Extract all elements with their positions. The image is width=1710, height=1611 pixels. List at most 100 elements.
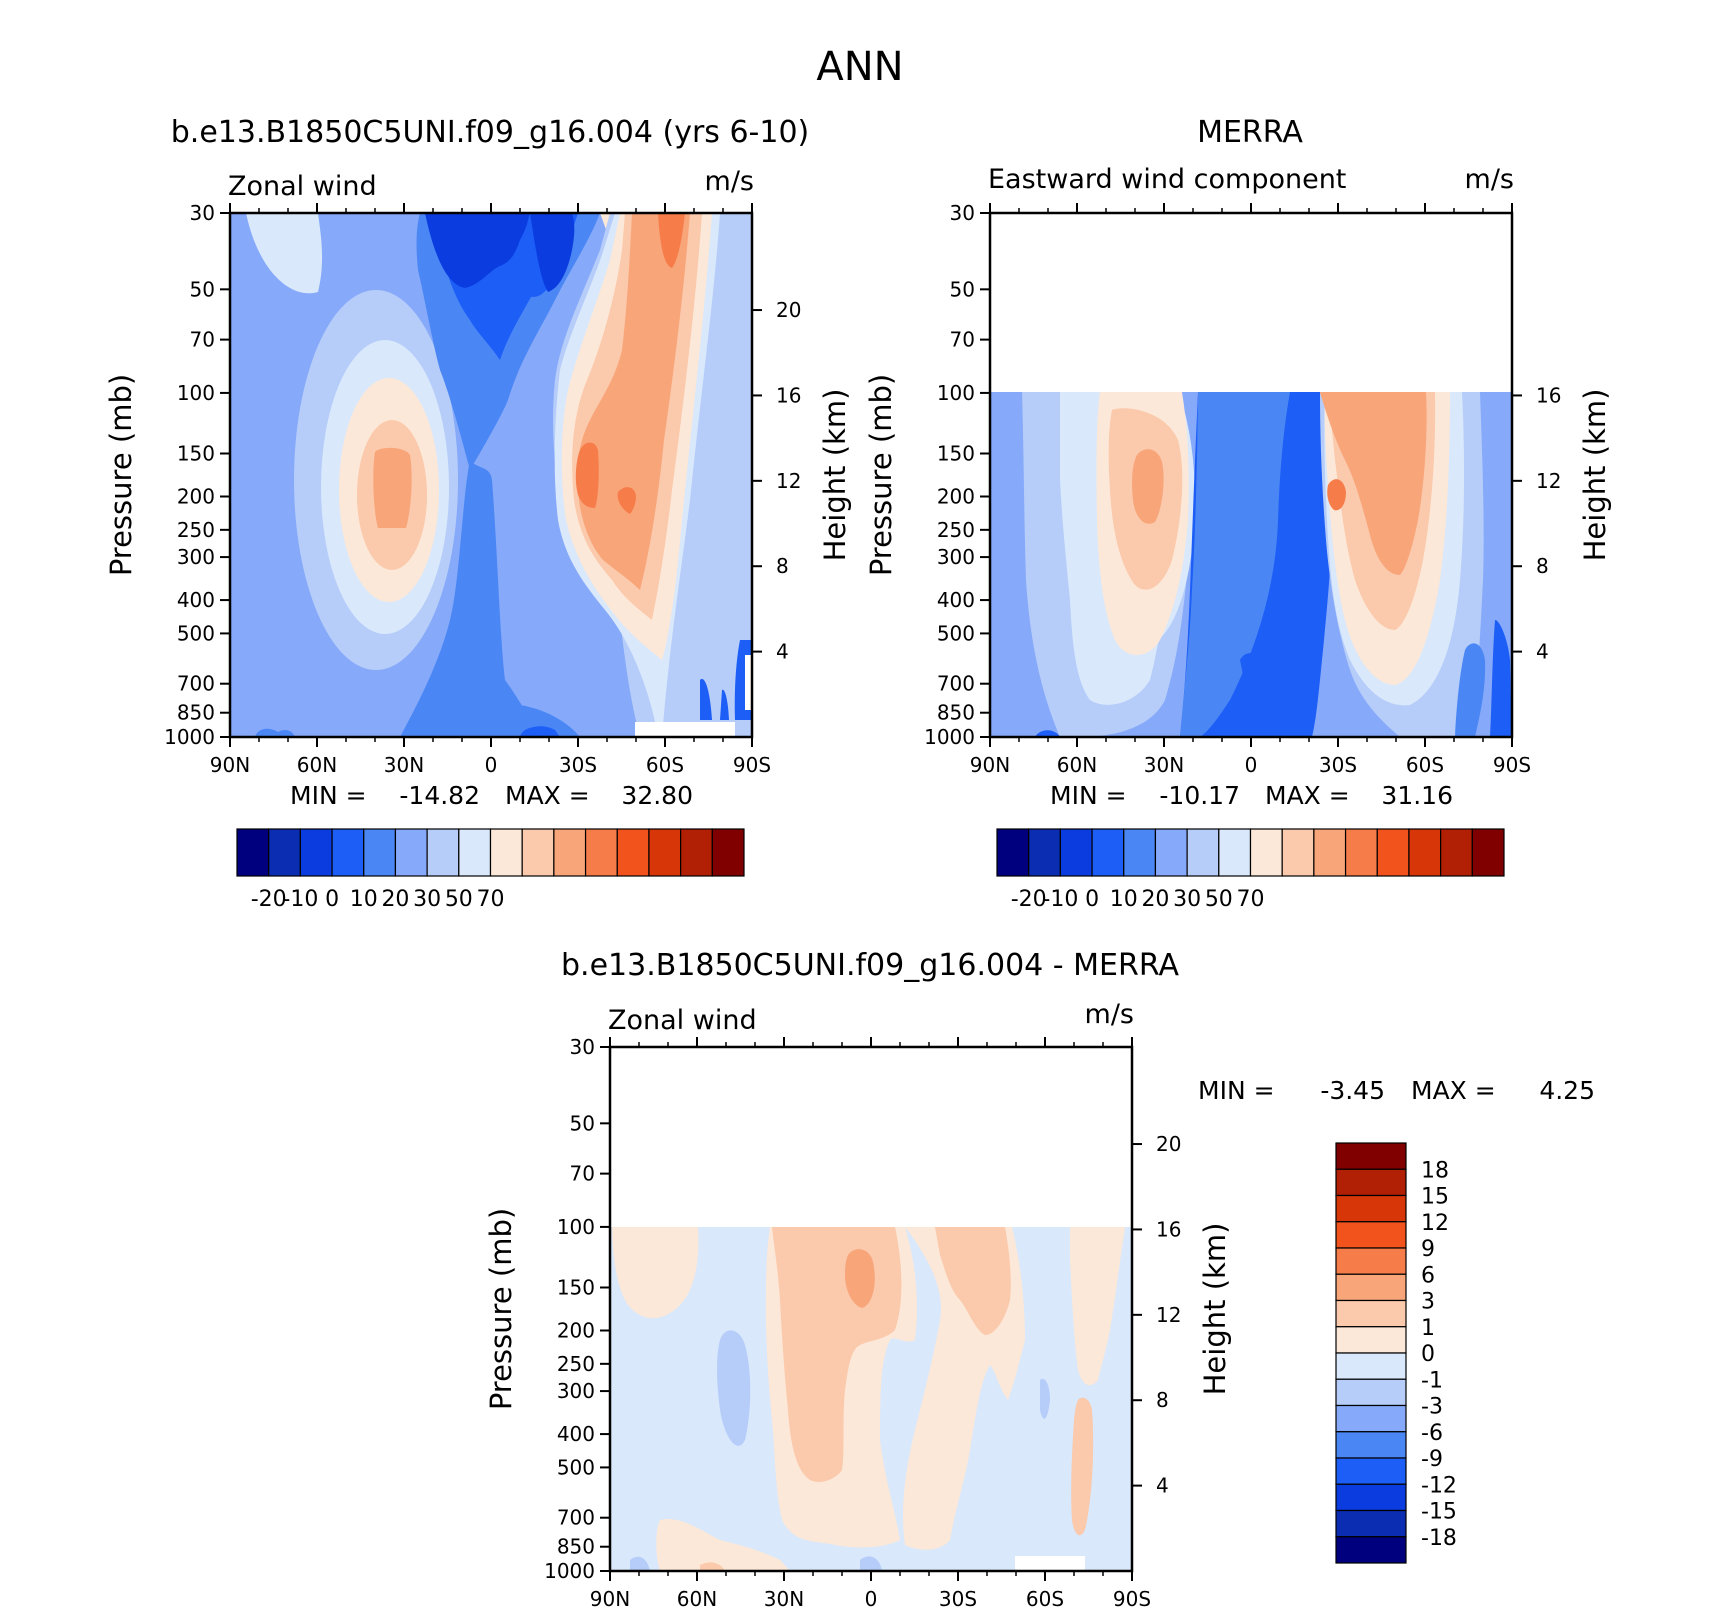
- colorbar-box: [1123, 828, 1157, 877]
- panel-difference: b.e13.B1850C5UNI.f09_g16.004 - MERRA Zon…: [484, 948, 1595, 1611]
- x-tick-label: 90N: [970, 753, 1010, 777]
- colorbar-box: [1471, 828, 1505, 877]
- min-value: -3.45: [1320, 1076, 1385, 1105]
- y-tick-label: 100: [557, 1215, 595, 1239]
- x-tick-label: 60S: [1406, 753, 1444, 777]
- contour-field: [230, 213, 752, 737]
- colorbar-box: [1028, 828, 1061, 877]
- colorbar-label: -15: [1421, 1500, 1457, 1525]
- colorbar-label: 30: [413, 887, 441, 912]
- colorbar-label: 70: [1237, 887, 1265, 912]
- y-tick-label: 70: [570, 1162, 595, 1186]
- y-tick-label: 250: [557, 1352, 595, 1376]
- x-tick-label: 0: [485, 753, 498, 777]
- y-tick-label: 500: [557, 1455, 595, 1479]
- y2-axis-label: Height (km): [1578, 389, 1612, 562]
- y2-tick-label: 4: [1536, 640, 1549, 664]
- x-tick-label: 30N: [1144, 753, 1184, 777]
- colorbar-box: [458, 828, 492, 877]
- colorbar-label: 6: [1421, 1263, 1435, 1288]
- colorbar-label: 20: [381, 887, 409, 912]
- max-value: 32.80: [621, 781, 693, 810]
- x-tick-label: 30S: [939, 1587, 977, 1611]
- x-tick-label: 90N: [590, 1587, 630, 1611]
- panel-model: b.e13.B1850C5UNI.f09_g16.004 (yrs 6-10) …: [104, 115, 852, 912]
- y-tick-label: 1000: [544, 1559, 595, 1583]
- minor-ticks: [258, 208, 724, 742]
- units-label: m/s: [1085, 999, 1134, 1030]
- colorbar-box: [711, 828, 745, 877]
- stats-line: MIN = -10.17 MAX = 31.16: [1050, 781, 1453, 810]
- y2-tick-label: 16: [776, 383, 801, 407]
- colorbar-label: 10: [1110, 887, 1138, 912]
- max-label: MAX =: [1411, 1076, 1496, 1105]
- units-label: m/s: [1465, 164, 1514, 195]
- y-tick-label: 700: [937, 672, 975, 696]
- y-axis-label: Pressure (mb): [864, 374, 898, 576]
- colorbar-label: 20: [1141, 887, 1169, 912]
- x-tick-label: 30S: [559, 753, 597, 777]
- y-tick-label: 400: [177, 588, 215, 612]
- min-value: -14.82: [399, 781, 480, 810]
- y-tick-label: 150: [937, 442, 975, 466]
- y-tick-label: 30: [190, 201, 215, 225]
- y2-tick-label: 8: [1536, 554, 1549, 578]
- panel-title: MERRA: [1197, 115, 1303, 150]
- colorbar-box: [1335, 1142, 1407, 1170]
- colorbar: -20-10 0 10 20 30 50 70: [996, 828, 1505, 912]
- colorbar-box: [584, 828, 618, 877]
- colorbar-box: [1281, 828, 1315, 877]
- y2-tick-label: 12: [1156, 1303, 1181, 1327]
- colorbar-box: [1335, 1247, 1407, 1275]
- colorbar-box: [1335, 1352, 1407, 1380]
- y2-axis: 20 16 12 8 4: [752, 298, 801, 664]
- colorbar-box: [1335, 1404, 1407, 1433]
- panel-title: b.e13.B1850C5UNI.f09_g16.004 (yrs 6-10): [171, 115, 810, 150]
- panel-reanalysis: MERRA Eastward wind component m/s: [864, 115, 1612, 912]
- colorbar-label: -10: [282, 887, 318, 912]
- colorbar-box: [1335, 1273, 1407, 1302]
- y2-tick-label: 8: [1156, 1388, 1169, 1412]
- colorbar-box: [1335, 1299, 1407, 1328]
- y-tick-label: 50: [950, 277, 975, 301]
- y-tick-label: 700: [557, 1506, 595, 1530]
- y2-tick-label: 8: [776, 554, 789, 578]
- colorbar-label: 50: [445, 887, 473, 912]
- colorbar-label: 3: [1421, 1290, 1435, 1315]
- y-tick-label: 70: [190, 328, 215, 352]
- y-tick-label: 30: [950, 201, 975, 225]
- colorbar-box: [1440, 828, 1473, 877]
- colorbar: -20-10 0 10 20 30 50 70: [236, 828, 745, 912]
- x-axis: 90N 60N 30N 0 30S 60S 90S: [970, 203, 1531, 777]
- max-label: MAX =: [505, 781, 590, 810]
- colorbar-label: 0: [325, 887, 339, 912]
- units-label: m/s: [705, 166, 754, 197]
- panel-title: b.e13.B1850C5UNI.f09_g16.004 - MERRA: [561, 948, 1179, 983]
- colorbar-box: [299, 828, 333, 877]
- x-tick-label: 30S: [1319, 753, 1357, 777]
- colorbar-box: [1335, 1168, 1407, 1197]
- colorbar-box: [996, 828, 1030, 877]
- colorbar-label: 10: [350, 887, 378, 912]
- colorbar-box: [648, 828, 682, 877]
- colorbar-box: [1335, 1194, 1407, 1223]
- y-tick-label: 850: [557, 1535, 595, 1559]
- y-axis-label: Pressure (mb): [484, 1208, 518, 1410]
- colorbar-box: [553, 828, 587, 877]
- colorbar-box: [1335, 1483, 1407, 1512]
- variable-label: Zonal wind: [608, 1005, 757, 1036]
- colorbar-label: -1: [1421, 1368, 1443, 1393]
- colorbar-box: [1335, 1431, 1407, 1459]
- colorbar-box: [1249, 828, 1283, 877]
- colorbar-box: [1313, 828, 1347, 877]
- colorbar-box: [363, 828, 397, 877]
- y2-axis-label: Height (km): [818, 389, 852, 562]
- y2-tick-label: 4: [1156, 1474, 1169, 1498]
- y-tick-label: 150: [177, 442, 215, 466]
- y-tick-label: 200: [557, 1318, 595, 1342]
- colorbar-label: -9: [1421, 1447, 1443, 1472]
- x-tick-label: 0: [865, 1587, 878, 1611]
